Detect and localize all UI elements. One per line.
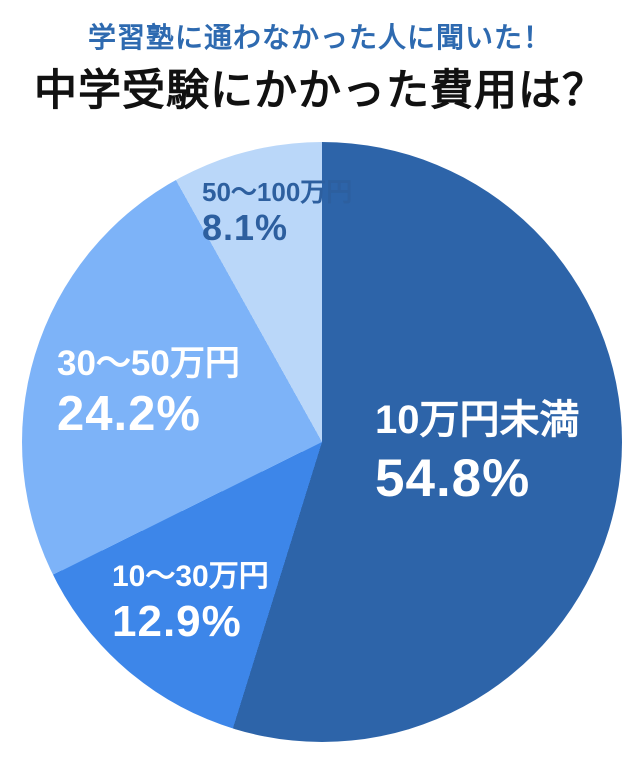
- slice-percentage: 54.8%: [375, 448, 531, 508]
- slice-name: 30〜50万円: [57, 344, 240, 383]
- slice-name: 10万円未満: [375, 398, 580, 442]
- chart-title: 中学受験にかかった費用は？: [34, 67, 606, 115]
- chart-subtitle: 学習塾に通わなかった人に聞いた！: [87, 22, 552, 53]
- slice-label-300k-500k-yen: 30〜50万円 24.2%: [57, 344, 240, 442]
- slice-percentage: 12.9%: [112, 596, 242, 646]
- slice-label-100k-300k-yen: 10〜30万円 12.9%: [112, 560, 269, 646]
- pie-chart: [22, 142, 622, 742]
- slice-percentage: 8.1%: [202, 207, 289, 249]
- slice-name: 50〜100万円: [202, 177, 353, 207]
- slice-name: 10〜30万円: [112, 560, 269, 593]
- slice-percentage: 24.2%: [57, 387, 201, 442]
- slice-label-under-100k-yen: 10万円未満 54.8%: [375, 398, 580, 508]
- slice-label-500k-1m-yen: 50〜100万円 8.1%: [202, 177, 353, 249]
